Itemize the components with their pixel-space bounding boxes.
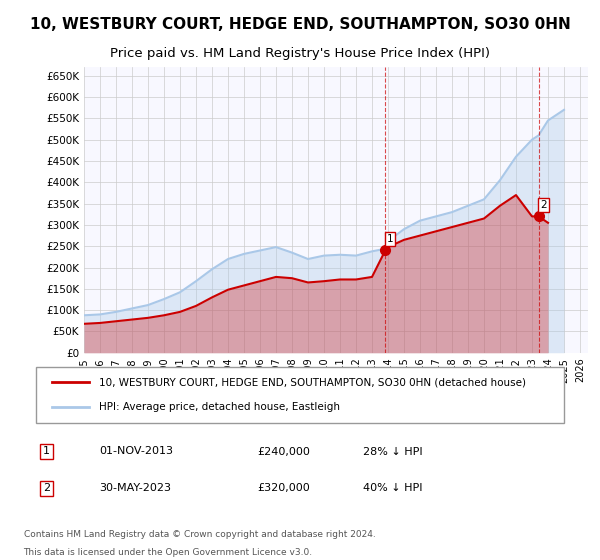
Text: This data is licensed under the Open Government Licence v3.0.: This data is licensed under the Open Gov… (23, 548, 313, 557)
Text: 2: 2 (540, 200, 547, 210)
Text: Price paid vs. HM Land Registry's House Price Index (HPI): Price paid vs. HM Land Registry's House … (110, 47, 490, 60)
Text: 40% ↓ HPI: 40% ↓ HPI (364, 483, 423, 493)
Text: £240,000: £240,000 (258, 446, 311, 456)
FancyBboxPatch shape (36, 367, 564, 423)
Text: 30-MAY-2023: 30-MAY-2023 (100, 483, 172, 493)
Text: HPI: Average price, detached house, Eastleigh: HPI: Average price, detached house, East… (100, 402, 340, 412)
Text: 1: 1 (43, 446, 50, 456)
Text: 10, WESTBURY COURT, HEDGE END, SOUTHAMPTON, SO30 0HN (detached house): 10, WESTBURY COURT, HEDGE END, SOUTHAMPT… (100, 377, 526, 388)
Text: 10, WESTBURY COURT, HEDGE END, SOUTHAMPTON, SO30 0HN: 10, WESTBURY COURT, HEDGE END, SOUTHAMPT… (29, 17, 571, 32)
Text: 28% ↓ HPI: 28% ↓ HPI (364, 446, 423, 456)
Text: 01-NOV-2013: 01-NOV-2013 (100, 446, 173, 456)
Text: 1: 1 (387, 234, 394, 244)
Text: Contains HM Land Registry data © Crown copyright and database right 2024.: Contains HM Land Registry data © Crown c… (23, 530, 375, 539)
Text: 2: 2 (43, 483, 50, 493)
Text: £320,000: £320,000 (258, 483, 311, 493)
